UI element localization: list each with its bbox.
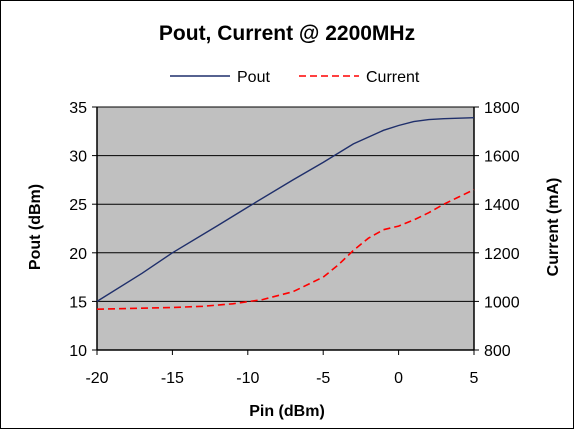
plot-area <box>96 106 475 351</box>
gridlines <box>92 106 479 355</box>
legend: Pout Current <box>170 69 420 86</box>
y-axis-title: Pout (dBm) <box>27 184 44 270</box>
y2-axis-title: Current (mA) <box>545 178 562 277</box>
x-tick-label: 5 <box>470 370 479 387</box>
x-tick-label: -15 <box>161 370 184 387</box>
y-tick-label: 25 <box>69 197 87 214</box>
y2-tick-label: 1000 <box>484 294 520 311</box>
x-tick-label: -20 <box>85 370 108 387</box>
y2-tick-label: 1400 <box>484 197 520 214</box>
y-tick-label: 30 <box>69 149 87 166</box>
x-tick-label: -5 <box>316 370 330 387</box>
y2-tick-label: 1200 <box>484 246 520 263</box>
series-layer <box>96 117 475 310</box>
y2-tick-label: 1800 <box>484 100 520 117</box>
series-line-current <box>96 188 475 310</box>
y2-tick-label: 1600 <box>484 149 520 166</box>
legend-label-current: Current <box>366 69 420 86</box>
tick-labels: 10 15 20 25 30 35 800 1000 1200 1400 1600 1800 -20 -1… <box>69 100 519 387</box>
y-tick-label: 15 <box>69 294 87 311</box>
y-tick-label: 35 <box>69 100 87 117</box>
chart-title: Pout, Current @ 2200MHz <box>159 22 415 45</box>
x-tick-label: 0 <box>394 370 403 387</box>
x-tick-label: -10 <box>236 370 259 387</box>
legend-label-pout: Pout <box>237 69 270 86</box>
y-tick-label: 20 <box>69 246 87 263</box>
series-line-pout <box>96 117 475 302</box>
y-tick-label: 10 <box>69 343 87 360</box>
y2-tick-label: 800 <box>484 343 511 360</box>
x-axis-title: Pin (dBm) <box>249 403 325 420</box>
